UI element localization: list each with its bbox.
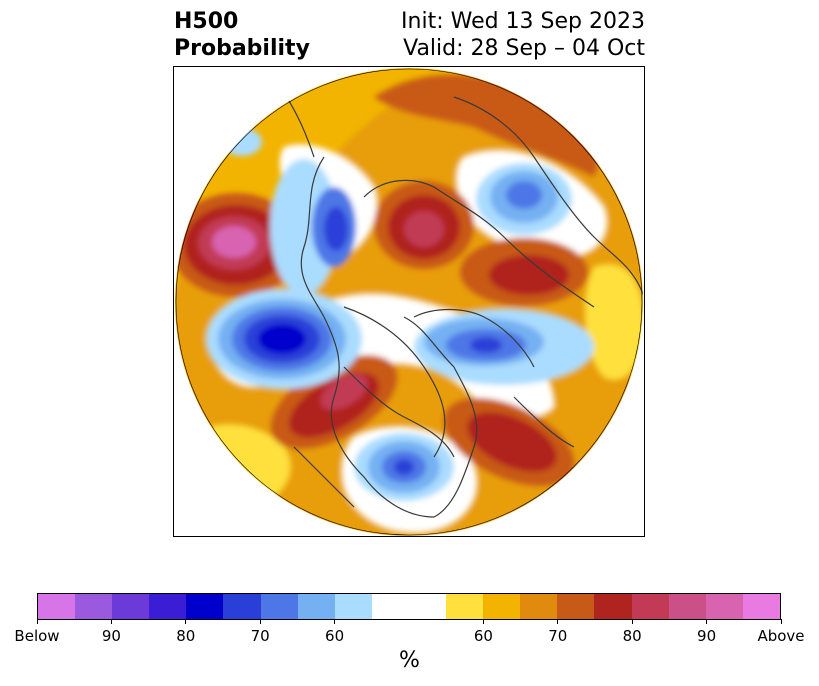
colorbar-swatch-14 [557, 594, 595, 619]
colorbar-tick-label: 90 [697, 627, 717, 645]
colorbar-tick [482, 619, 484, 624]
colorbar-tick [334, 619, 336, 624]
colorbar-tick [36, 619, 38, 624]
title-variable: H500 [174, 9, 239, 34]
colorbar-swatch-2 [112, 594, 150, 619]
colorbar-swatch-1 [75, 594, 113, 619]
colorbar-tick [706, 619, 708, 624]
colorbar-tick-label: 90 [101, 627, 121, 645]
colorbar-swatch-10 [408, 594, 447, 619]
forecast-dates: Init: Wed 13 Sep 2023 Valid: 28 Sep – 04… [401, 8, 645, 62]
colorbar-swatch-16 [631, 594, 669, 619]
colorbar-tick-label: 80 [176, 627, 196, 645]
colorbar-unit-label: % [399, 648, 420, 673]
colorbar-swatch-13 [520, 594, 558, 619]
valid-dates: Valid: 28 Sep – 04 Oct [403, 36, 645, 61]
colorbar-tick [780, 619, 782, 624]
colorbar-tick-labels: Below 90 80 70 60 60 70 80 90 Above [14, 619, 805, 645]
colorbar-swatch-17 [668, 594, 706, 619]
coastlines [273, 76, 643, 518]
colorbar-tick-label: Above [757, 627, 805, 645]
colorbar-tick [557, 619, 559, 624]
colorbar-swatch-19 [742, 594, 780, 619]
colorbar-swatch-11 [446, 594, 484, 619]
colorbar-tick-label: 80 [622, 627, 642, 645]
map-title: H500 Probability [174, 8, 310, 62]
colorbar-swatch-3 [149, 594, 187, 619]
colorbar-swatch-0 [38, 594, 76, 619]
colorbar-tick [259, 619, 261, 624]
title-product: Probability [174, 36, 310, 61]
colorbar-swatch-5 [223, 594, 261, 619]
colorbar-tick-label: 70 [548, 627, 568, 645]
colorbar-swatch-12 [483, 594, 521, 619]
probability-map-graphic [175, 68, 643, 536]
colorbar-tick [110, 619, 112, 624]
colorbar-tick-label: Below [14, 627, 60, 645]
colorbar-tick-label: 70 [250, 627, 270, 645]
colorbar-tick-label: 60 [473, 627, 493, 645]
colorbar-swatch-9 [371, 594, 409, 619]
colorbar-swatch-18 [705, 594, 743, 619]
polar-map [173, 66, 645, 537]
colorbar-swatch-15 [594, 594, 632, 619]
colorbar-swatch-4 [186, 594, 224, 619]
colorbar-swatch-7 [297, 594, 335, 619]
colorbar-tick-label: 60 [325, 627, 345, 645]
init-date: Init: Wed 13 Sep 2023 [401, 9, 645, 34]
colorbar-swatch-6 [260, 594, 298, 619]
colorbar-tick [185, 619, 187, 624]
probability-colorbar [37, 593, 781, 620]
colorbar-swatch-8 [334, 594, 372, 619]
colorbar-tick [631, 619, 633, 624]
